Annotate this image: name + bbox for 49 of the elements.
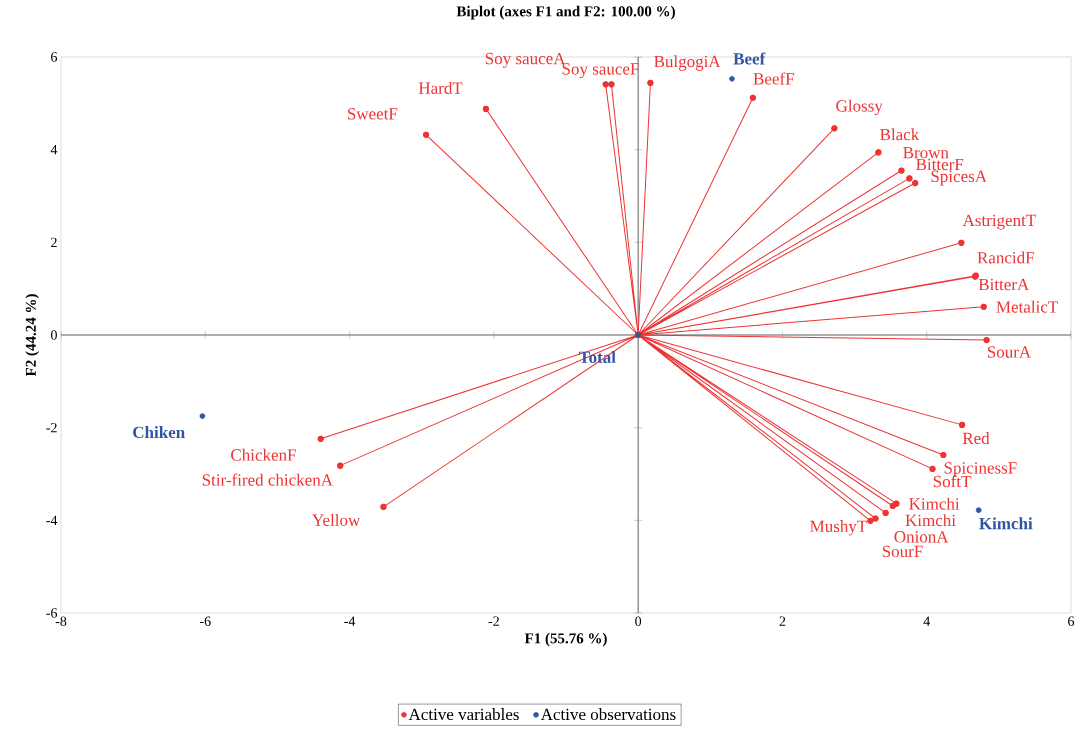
annotation: Red (962, 432, 990, 445)
annotation: Beef (733, 52, 766, 65)
legend-label: Active variables (408, 708, 519, 721)
y-tick-label: 4 (50, 145, 58, 155)
annotation: SoftT (933, 475, 972, 488)
x-tick-label: -6 (199, 616, 211, 626)
y-tick-label: -2 (46, 423, 57, 433)
annotation: Kimchi (909, 497, 960, 510)
annotation: OnionA (894, 531, 949, 543)
annotation: BitterA (978, 278, 1030, 291)
x-tick-label: 0 (635, 616, 642, 626)
annotation: BeefF (753, 72, 794, 85)
x-tick-label: 4 (923, 616, 931, 626)
y-tick-label: 6 (51, 52, 58, 62)
annotation: Brown (903, 147, 949, 159)
y-tick-label: 0 (51, 330, 57, 340)
x-tick-label: 6 (1068, 616, 1075, 626)
annotation: BulgogiA (654, 55, 721, 71)
annotation: SourF (882, 545, 923, 558)
y-axis-title: F2 (44.24 %) (25, 294, 39, 377)
y-tick-label: -6 (46, 608, 58, 618)
annotation: SourA (987, 346, 1032, 358)
chart-title: Biplot (axes F1 and F2: 100.00 %) (456, 5, 675, 20)
annotation: RancidF (977, 251, 1034, 264)
legend-label: Active observations (540, 708, 676, 721)
annotation: SpicesA (931, 170, 987, 186)
annotation: Black (880, 128, 920, 141)
annotation: MetalicT (996, 300, 1058, 313)
x-tick-label: -8 (55, 616, 67, 626)
x-tick-label: -4 (344, 616, 356, 626)
annotation: Yellow (312, 513, 361, 526)
annotation: Glossy (836, 99, 883, 116)
annotation: SweetF (347, 108, 398, 120)
annotation: Kimchi (979, 517, 1033, 530)
annotation: Kimchi (905, 514, 956, 527)
y-tick-label: 2 (51, 237, 57, 247)
annotation: Soy sauceF (562, 63, 639, 79)
annotation: HardT (418, 81, 463, 94)
x-axis-title: F1 (55.76 %) (524, 632, 607, 647)
annotation: MushyT (810, 520, 867, 536)
annotation: Chiken (133, 426, 185, 439)
annotation: Stir-fired chickenA (202, 473, 333, 486)
x-tick-label: -2 (488, 616, 499, 626)
y-tick-label: -4 (46, 515, 58, 525)
annotation: AstrigentT (962, 214, 1036, 230)
annotation: ChickenF (231, 448, 296, 461)
annotation: BitterF (916, 158, 964, 171)
x-tick-label: 2 (779, 616, 786, 626)
annotation: SpicinessF (944, 462, 1017, 478)
